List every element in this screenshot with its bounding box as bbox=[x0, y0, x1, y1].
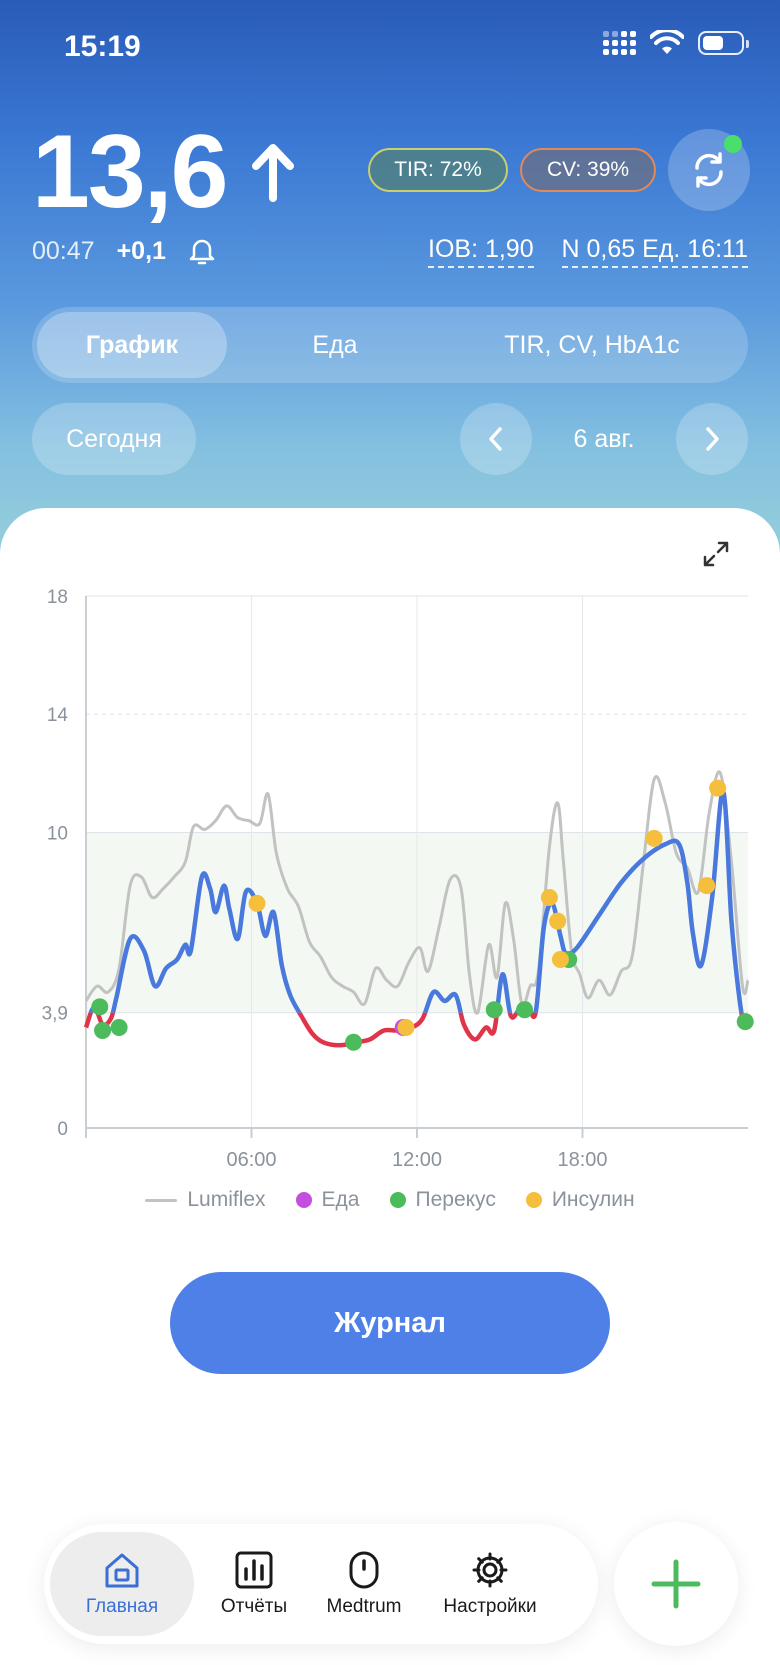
gear-icon bbox=[472, 1552, 508, 1588]
sync-icon bbox=[695, 152, 723, 188]
lumiflex-line bbox=[84, 770, 750, 1015]
tab-reports[interactable]: Отчёты bbox=[194, 1532, 314, 1636]
glucose-value: 13,6 bbox=[32, 114, 228, 230]
add-entry-button[interactable] bbox=[614, 1522, 738, 1646]
insulin-marker bbox=[397, 1019, 415, 1037]
legend-insulin-label: Инсулин bbox=[551, 1188, 635, 1211]
prev-day-button[interactable] bbox=[460, 403, 532, 475]
bell-icon[interactable] bbox=[188, 236, 216, 266]
y-tick-label: 14 bbox=[47, 705, 69, 726]
glucose-line-low bbox=[83, 1012, 751, 1048]
status-time: 15:19 bbox=[64, 30, 141, 63]
snack-marker bbox=[485, 1001, 503, 1019]
tab-home[interactable]: Главная bbox=[50, 1532, 194, 1636]
x-tick-label: 06:00 bbox=[226, 1149, 276, 1171]
insulin-marker bbox=[709, 779, 727, 797]
tab-home-label: Главная bbox=[85, 1596, 159, 1617]
insulin-marker bbox=[248, 894, 266, 912]
x-tick-label: 12:00 bbox=[392, 1149, 442, 1171]
legend-insulin: Инсулин bbox=[525, 1188, 635, 1212]
current-date: 6 авг. bbox=[573, 424, 635, 453]
iob-value[interactable]: IOB: 1,90 bbox=[428, 235, 534, 268]
view-segmented-control: График Еда TIR, CV, HbA1c bbox=[32, 307, 748, 383]
chart-card bbox=[0, 508, 780, 1665]
tir-badge[interactable]: TIR: 72% bbox=[368, 148, 508, 192]
glucose-line bbox=[88, 832, 744, 1013]
insulin-marker bbox=[698, 877, 716, 895]
legend-lumiflex: Lumiflex bbox=[145, 1188, 266, 1212]
cellular-signal-icon bbox=[603, 31, 636, 55]
legend-lumiflex-swatch bbox=[145, 1198, 178, 1202]
reports-icon bbox=[235, 1551, 273, 1589]
today-button[interactable]: Сегодня bbox=[32, 403, 196, 475]
cv-badge[interactable]: CV: 39% bbox=[520, 148, 656, 192]
snack-marker bbox=[345, 1033, 363, 1051]
legend-lumiflex-label: Lumiflex bbox=[187, 1188, 266, 1211]
legend-meal-swatch bbox=[295, 1192, 312, 1208]
snack-marker bbox=[94, 1021, 112, 1039]
y-tick-label: 0 bbox=[57, 1119, 68, 1140]
glucose-display: 13,6 bbox=[32, 120, 298, 224]
chart-legend: Lumiflex Еда Перекус Инсулин bbox=[0, 1188, 780, 1212]
tab-food[interactable]: Еда bbox=[312, 330, 358, 359]
chevron-right-icon bbox=[706, 427, 719, 451]
legend-insulin-swatch bbox=[525, 1192, 542, 1208]
tab-chart[interactable]: График bbox=[37, 312, 227, 378]
sensor-icon bbox=[349, 1551, 379, 1589]
bottom-tab-bar: Главная Отчёты Medtrum Настройки bbox=[44, 1524, 598, 1644]
battery-icon bbox=[698, 31, 749, 55]
snack-marker bbox=[91, 998, 109, 1016]
legend-meal-label: Еда bbox=[321, 1188, 360, 1211]
insulin-marker bbox=[551, 951, 569, 969]
plus-icon bbox=[651, 1559, 701, 1609]
expand-icon[interactable] bbox=[702, 540, 730, 568]
home-icon bbox=[105, 1553, 139, 1588]
tab-settings-label: Настройки bbox=[443, 1596, 537, 1617]
trend-up-arrow-icon bbox=[252, 144, 295, 202]
insulin-marker bbox=[645, 829, 663, 847]
insulin-marker bbox=[549, 912, 567, 930]
next-day-button[interactable] bbox=[676, 403, 748, 475]
legend-meal: Еда bbox=[295, 1188, 360, 1212]
tab-medtrum[interactable]: Medtrum bbox=[304, 1532, 424, 1636]
snack-marker bbox=[110, 1019, 128, 1037]
tab-settings[interactable]: Настройки bbox=[420, 1532, 560, 1636]
tab-tir-cv-hba1c[interactable]: TIR, CV, HbA1c bbox=[504, 330, 680, 359]
last-bolus[interactable]: N 0,65 Ед. 16:11 bbox=[561, 235, 748, 268]
x-tick-label: 18:00 bbox=[557, 1149, 607, 1171]
y-tick-label: 10 bbox=[47, 823, 68, 844]
reading-info-row: 00:47 +0,1 IOB: 1,90 N 0,65 Ед. 16:11 bbox=[32, 235, 748, 268]
legend-snack: Перекус bbox=[389, 1188, 496, 1212]
insulin-marker bbox=[540, 888, 558, 906]
last-reading-time: 00:47 bbox=[32, 236, 95, 265]
legend-snack-swatch bbox=[389, 1192, 406, 1208]
tab-reports-label: Отчёты bbox=[220, 1596, 288, 1617]
connection-status-dot bbox=[724, 135, 742, 153]
y-tick-label: 18 bbox=[47, 587, 68, 608]
legend-snack-label: Перекус bbox=[415, 1188, 496, 1211]
status-icons bbox=[603, 30, 749, 56]
snack-marker bbox=[516, 1001, 534, 1019]
journal-button[interactable]: Журнал bbox=[170, 1272, 610, 1374]
chevron-left-icon bbox=[489, 427, 502, 451]
tab-medtrum-label: Medtrum bbox=[326, 1596, 402, 1617]
status-bar: 15:19 bbox=[0, 0, 780, 100]
glucose-chart[interactable]: 0 3,9 10 14 18 06:00 12:00 18:00 bbox=[0, 570, 780, 1180]
wifi-icon bbox=[650, 30, 684, 54]
header-background bbox=[0, 0, 780, 560]
snack-marker bbox=[736, 1013, 754, 1031]
glucose-delta: +0,1 bbox=[116, 236, 166, 265]
y-tick-label: 3,9 bbox=[42, 1004, 68, 1025]
